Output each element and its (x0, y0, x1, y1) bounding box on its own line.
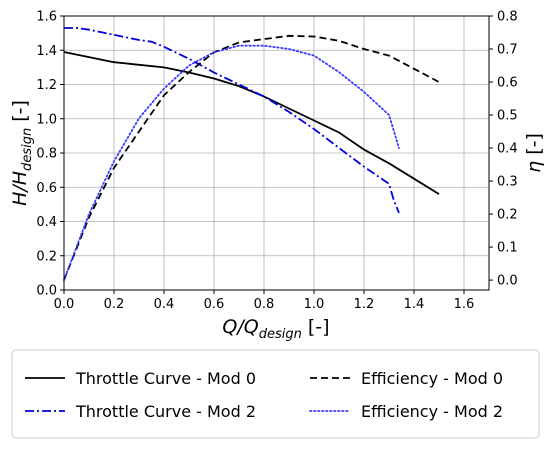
y-right-tick-label: 0.2 (497, 208, 518, 223)
series-line-4 (63, 44, 400, 282)
x-tick-label: 0.6 (204, 297, 225, 312)
y-left-tick-label: 1.0 (36, 112, 57, 127)
y-left-tick-label: 0.4 (36, 215, 57, 230)
x-tick-label: 0.0 (54, 297, 75, 312)
y-right-tick-label: 0.6 (497, 76, 518, 91)
y-right-tick-label: 0.7 (497, 43, 518, 58)
legend-label-1: Throttle Curve - Mod 0 (75, 369, 256, 388)
y-right-tick-label: 0.5 (497, 109, 518, 124)
y-axis-label-right: η [-] (523, 133, 545, 173)
x-axis-label: Q/Qdesign [-] (222, 316, 329, 342)
series-layer (63, 27, 440, 282)
y-left-tick-label: 0.0 (36, 284, 57, 299)
legend-label-4: Efficiency - Mod 2 (361, 402, 503, 421)
y-left-tick-label: 1.6 (36, 10, 57, 25)
y-left-tick-label: 0.2 (36, 249, 57, 264)
x-tick-label: 1.4 (404, 297, 425, 312)
y-axis-label-left: H/Hdesign [-] (9, 100, 35, 206)
series-line-3 (63, 34, 440, 281)
y-left-tick-label: 1.4 (36, 44, 57, 59)
legend-label-3: Efficiency - Mod 0 (361, 369, 503, 388)
y-right-tick-label: 0.3 (497, 175, 518, 190)
legend-frame (11, 349, 540, 439)
legend-items: Throttle Curve - Mod 0 Efficiency - Mod 0… (25, 369, 503, 421)
x-tick-label: 0.4 (154, 297, 175, 312)
y-right-tick-label: 0.8 (497, 10, 518, 25)
x-tick-label: 1.2 (354, 297, 375, 312)
x-tick-label: 0.8 (254, 297, 275, 312)
legend-label-2: Throttle Curve - Mod 2 (75, 402, 256, 421)
y-right-tick-label: 0.1 (497, 241, 518, 256)
y-right-tick-label: 0.0 (497, 274, 518, 289)
y-left-tick-label: 1.2 (36, 78, 57, 93)
y-right-tick-label: 0.4 (497, 142, 518, 157)
x-tick-label: 1.0 (304, 297, 325, 312)
y-left-tick-label: 0.6 (36, 181, 57, 196)
y-left-tick-label: 0.8 (36, 147, 57, 162)
x-tick-label: 0.2 (104, 297, 125, 312)
legend: Throttle Curve - Mod 0 Efficiency - Mod 0… (11, 349, 540, 439)
x-tick-label: 1.6 (454, 297, 475, 312)
series-line-2 (64, 27, 400, 214)
ticks: 0.0 0.2 0.4 0.6 0.8 1.0 1.2 1.4 1.6 0.0 0.2 0.4 0.6 0… (36, 10, 517, 313)
